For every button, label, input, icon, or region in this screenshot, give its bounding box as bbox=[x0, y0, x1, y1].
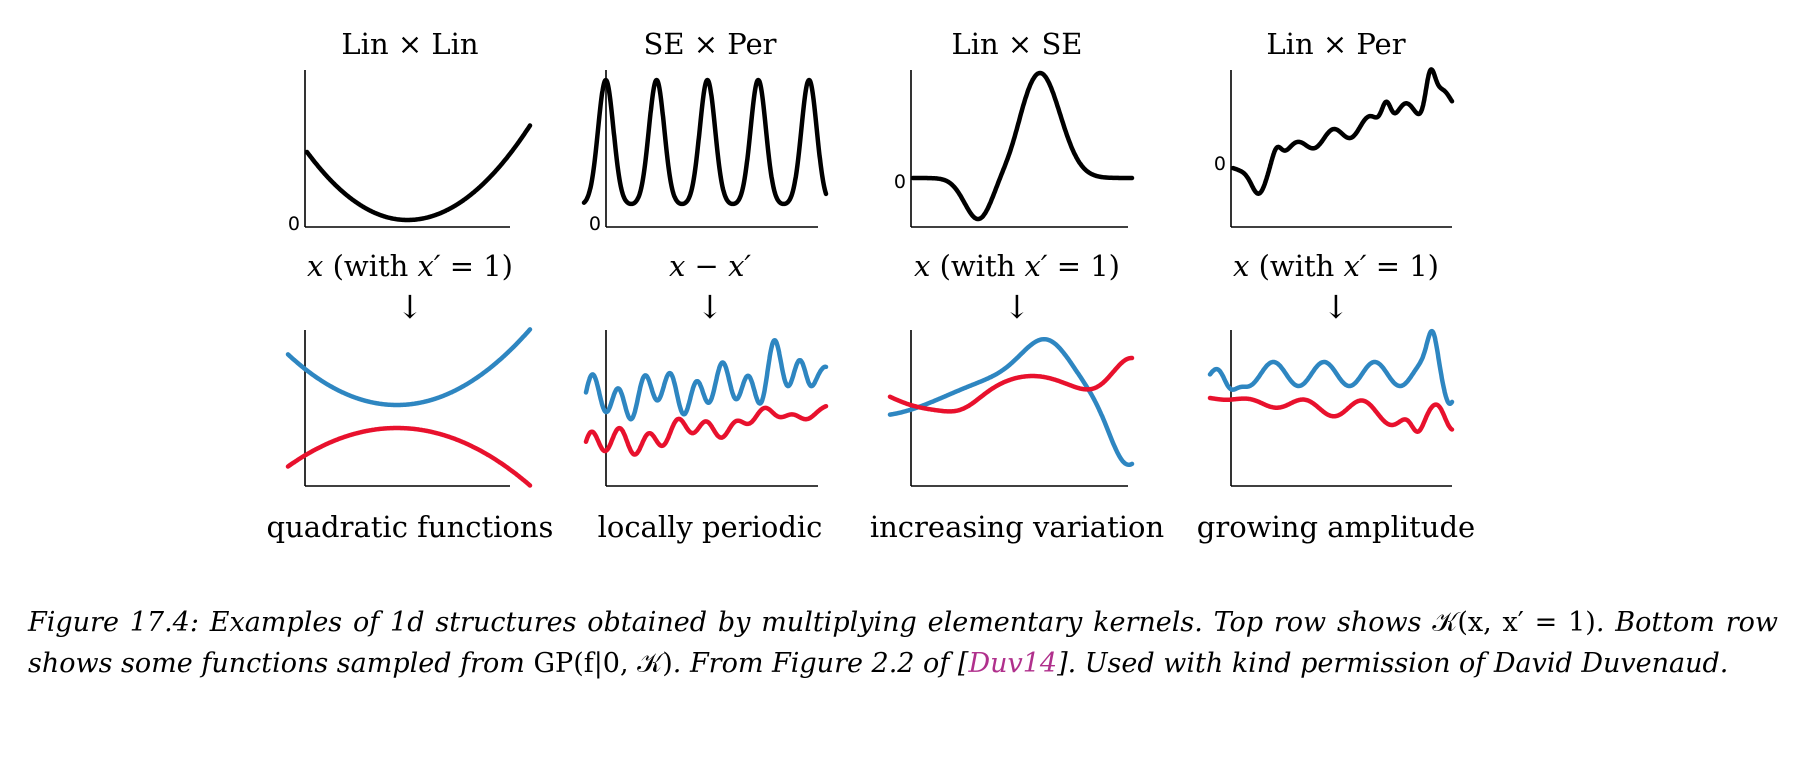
x-var: x bbox=[669, 249, 685, 283]
zero-tick-label: 0 bbox=[288, 213, 300, 235]
sample-curve-blue bbox=[583, 337, 829, 422]
x-axis-label: x (with x′ = 1) bbox=[1233, 249, 1439, 283]
sample-curve-red bbox=[887, 355, 1135, 414]
x-label-text: (with bbox=[930, 249, 1024, 283]
panel-lin-per: Lin × Per 0 x (with x′ = 1) ↓ growing am… bbox=[1197, 27, 1475, 544]
panel-caption-label: quadratic functions bbox=[267, 510, 554, 544]
sample-curve-red bbox=[285, 425, 533, 488]
sample-curve-red bbox=[583, 403, 829, 457]
kernel-axes bbox=[910, 70, 1128, 228]
x-label-text: − bbox=[685, 249, 728, 283]
zero-tick-label: 0 bbox=[1214, 153, 1226, 175]
x-var: x bbox=[1233, 249, 1249, 283]
panel-caption-label: growing amplitude bbox=[1197, 510, 1475, 544]
caption-end: ]. Used with kind permission of David Du… bbox=[1057, 648, 1729, 679]
panel-title: Lin × Lin bbox=[341, 27, 478, 61]
sample-curve-red bbox=[1207, 395, 1455, 434]
panel-title: Lin × Per bbox=[1266, 27, 1405, 61]
sample-axes bbox=[304, 330, 510, 487]
x-prime-var: x′ bbox=[728, 249, 751, 283]
x-label-end: = 1) bbox=[1367, 249, 1440, 283]
panel-caption-label: increasing variation bbox=[870, 510, 1164, 544]
down-arrow: ↓ bbox=[697, 288, 724, 326]
caption-prefix: Figure 17.4: Examples of 1d structures o… bbox=[28, 607, 1433, 638]
citation-link[interactable]: Duv14 bbox=[968, 648, 1058, 679]
figure-caption: Figure 17.4: Examples of 1d structures o… bbox=[28, 602, 1778, 684]
panel-lin-se: Lin × SE 0 x (with x′ = 1) ↓ increasing … bbox=[870, 27, 1164, 544]
kernel-axes bbox=[1230, 70, 1452, 228]
zero-tick-label: 0 bbox=[894, 171, 906, 193]
x-label-text: (with bbox=[323, 249, 417, 283]
x-axis-label: x (with x′ = 1) bbox=[914, 249, 1120, 283]
x-label-text: (with bbox=[1249, 249, 1343, 283]
kernel-curve bbox=[304, 123, 533, 223]
x-prime-var: x′ bbox=[1025, 249, 1048, 283]
x-var: x bbox=[307, 249, 323, 283]
caption-mid2: . From Figure 2.2 of [ bbox=[672, 648, 969, 679]
panel-title: Lin × SE bbox=[952, 27, 1083, 61]
kernel-curve bbox=[910, 70, 1135, 222]
down-arrow: ↓ bbox=[397, 288, 424, 326]
x-var: x bbox=[914, 249, 930, 283]
gp-expression: GP(f|0, 𝒦) bbox=[533, 648, 673, 679]
down-arrow: ↓ bbox=[1004, 288, 1031, 326]
panel-se-per: SE × Per 0 x − x′ ↓ locally periodic bbox=[581, 27, 829, 544]
kernel-curve bbox=[581, 77, 829, 207]
down-arrow: ↓ bbox=[1323, 288, 1350, 326]
x-prime-var: x′ bbox=[418, 249, 441, 283]
caption-mid: . Bottom row shows some functions sample… bbox=[28, 607, 1778, 679]
x-axis-label: x (with x′ = 1) bbox=[307, 249, 513, 283]
sample-curve-blue bbox=[285, 327, 533, 408]
x-label-end: = 1) bbox=[1048, 249, 1121, 283]
x-axis-label: x − x′ bbox=[669, 249, 751, 283]
kernel-expression: 𝒦(x, x′ = 1) bbox=[1432, 607, 1596, 638]
panel-title: SE × Per bbox=[643, 27, 776, 61]
panel-lin-lin: Lin × Lin 0 x (with x′ = 1) ↓ quadratic … bbox=[267, 27, 554, 544]
kernel-axes bbox=[304, 70, 510, 228]
sample-curve-blue bbox=[1207, 328, 1455, 407]
zero-tick-label: 0 bbox=[589, 213, 601, 235]
sample-axes bbox=[605, 330, 818, 487]
x-prime-var: x′ bbox=[1344, 249, 1367, 283]
figure-panel-grid: Lin × Lin 0 x (with x′ = 1) ↓ quadratic … bbox=[267, 27, 1476, 544]
panel-caption-label: locally periodic bbox=[598, 510, 823, 544]
sample-axes bbox=[1230, 330, 1452, 487]
kernel-axes bbox=[605, 70, 818, 228]
sample-curve-blue bbox=[887, 336, 1135, 468]
x-label-end: = 1) bbox=[441, 249, 514, 283]
kernel-curve bbox=[1230, 67, 1455, 196]
